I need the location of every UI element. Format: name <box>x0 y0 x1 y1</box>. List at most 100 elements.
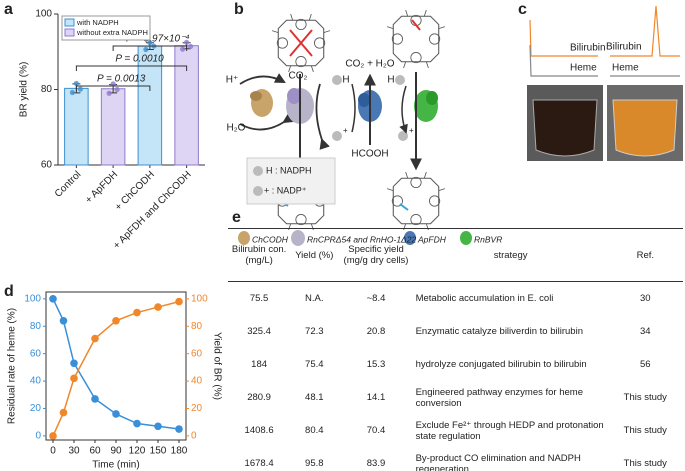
diagram-label: + <box>409 126 414 135</box>
bond-highlight <box>411 19 421 31</box>
table-cell: 72.3 <box>305 326 324 337</box>
x-tick-label: 150 <box>150 446 167 457</box>
table-cell: This study <box>623 425 667 436</box>
table-cell: 56 <box>640 359 651 370</box>
table-row: 1678.4 95.8 83.9 By-product CO elimination … <box>228 447 683 471</box>
y-tick-label: 80 <box>41 84 53 95</box>
diagram-label: H <box>342 75 349 86</box>
data-point <box>49 432 57 440</box>
panel-label: d <box>4 283 14 300</box>
arrow <box>239 73 286 85</box>
x-tick-label: Control <box>53 169 84 200</box>
orange-culture <box>612 99 678 157</box>
diagram-label: CO₂ + H₂O <box>345 59 394 70</box>
x-tick-label: 60 <box>89 446 101 457</box>
dark-culture <box>532 99 598 157</box>
trace-label: Bilirubin <box>570 43 606 54</box>
table-cell: 75.5 <box>249 293 269 304</box>
diagram-label: H⁺ <box>226 75 239 86</box>
table-cell: 30 <box>640 293 651 304</box>
table-cell: ~8.4 <box>366 293 386 304</box>
x-tick-label: 30 <box>68 446 80 457</box>
heme-trace <box>529 44 598 77</box>
y2-tick-label: 60 <box>191 348 203 359</box>
data-point <box>59 408 68 417</box>
table-row: 75.5 N.A. ~8.4 Metabolic accumulation in E.… <box>228 282 683 316</box>
table-cell: This study <box>623 458 667 469</box>
significance-bracket <box>75 65 188 71</box>
diagram-label: H <box>387 75 394 86</box>
nadp-icon <box>253 186 263 196</box>
bilirubin-trace <box>529 19 598 57</box>
bond-highlight <box>399 203 409 211</box>
panel-label: a <box>4 1 13 18</box>
x-tick-label: 90 <box>110 446 122 457</box>
y2-tick-label: 0 <box>191 431 197 442</box>
trace-label: Bilirubin <box>606 42 642 53</box>
header-row: Bilirubin con. (mg/L) Yield (%) Specific y… <box>228 228 683 282</box>
y2-tick-label: 40 <box>191 376 203 387</box>
x-tick-label: 120 <box>129 446 146 457</box>
table-cell: 48.1 <box>305 392 324 403</box>
table-cell: This study <box>623 392 667 403</box>
panel-label: e <box>232 209 241 226</box>
data-point <box>112 316 120 325</box>
legend-swatch <box>64 28 75 37</box>
table-cell: 80.4 <box>305 425 324 436</box>
table-cell: 70.4 <box>366 425 386 436</box>
table-cell: 95.8 <box>305 458 324 469</box>
table-cell: 15.3 <box>366 359 386 370</box>
nadph-icon <box>332 75 342 85</box>
diagram-label: + <box>343 126 348 135</box>
table-cell: Metabolic accumulation in E. coli <box>415 293 554 304</box>
data-point <box>147 40 153 46</box>
table-cell: 325.4 <box>247 326 271 337</box>
data-point <box>133 419 141 428</box>
legend-label: without extra NADPH <box>76 28 148 37</box>
legend-box <box>61 15 151 41</box>
p-value: P = 9.97×10⁻⁴ <box>126 34 190 45</box>
data-point <box>69 89 75 96</box>
header-cell: Yield (%) <box>290 228 339 282</box>
data-point <box>154 303 162 311</box>
enzyme-fdh <box>358 93 370 107</box>
nadp-icon <box>398 131 408 141</box>
bar <box>174 45 199 166</box>
enzyme-cpr-ho1 <box>287 88 301 104</box>
x-tick-label: 0 <box>50 446 56 457</box>
data-point <box>180 46 186 52</box>
pathway-diagram <box>238 9 472 246</box>
y-tick-label: 60 <box>30 348 42 359</box>
legend-label: with NADPH <box>76 18 119 27</box>
table-cell: 83.9 <box>366 458 386 469</box>
y-axis-label: Residual rate of heme (%) <box>7 308 18 424</box>
trace-label: Heme <box>612 63 639 74</box>
table-cell: N.A. <box>305 293 324 304</box>
data-point <box>175 425 183 433</box>
table-cell: 34 <box>640 326 651 337</box>
y-tick-label: 0 <box>35 431 41 442</box>
bar <box>100 88 126 166</box>
data-point <box>70 359 78 368</box>
diagram-legend-box <box>246 157 336 205</box>
bilirubin-trace <box>610 5 680 57</box>
significance-bracket <box>75 85 151 91</box>
y-tick-label: 60 <box>41 160 53 171</box>
data-point <box>154 422 162 431</box>
legend-label: + : NADP⁺ <box>264 185 307 195</box>
x-axis-label: Time (min) <box>92 460 139 471</box>
y2-tick-label: 20 <box>191 403 203 414</box>
y-tick-label: 40 <box>30 376 42 387</box>
data-point <box>114 86 120 93</box>
y2-axis-label: Yield of BR (%) <box>211 332 222 400</box>
arrow <box>239 112 295 131</box>
y-tick-label: 20 <box>30 403 42 414</box>
p-value: P = 0.0013 <box>97 74 146 85</box>
nadph-icon <box>253 166 263 176</box>
table-cell: 184 <box>251 359 268 370</box>
iron-highlight <box>289 29 313 57</box>
table-cell: 1678.4 <box>244 458 274 469</box>
y2-tick-label: 100 <box>191 293 208 304</box>
data-point <box>77 86 83 92</box>
